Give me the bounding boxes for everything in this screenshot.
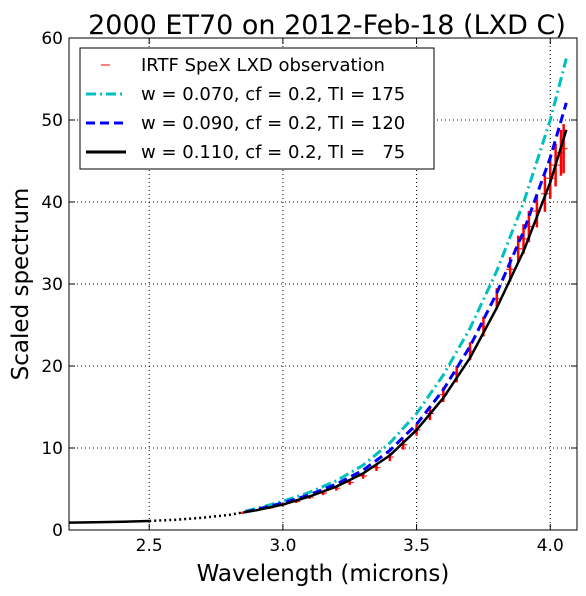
legend-label-series-1: w = 0.070, cf = 0.2, TI = 175 — [141, 84, 405, 105]
legend-label-observation: IRTF SpeX LXD observation — [141, 55, 385, 76]
series-1-line — [245, 58, 568, 513]
series-3-line — [245, 129, 568, 514]
x-tick-label: 2.5 — [136, 536, 163, 556]
legend-label-series-3: w = 0.110, cf = 0.2, TI = 75 — [141, 142, 405, 163]
legend-box — [79, 47, 435, 170]
y-tick-label: 40 — [41, 193, 63, 213]
chart-title: 2000 ET70 on 2012-Feb-18 (LXD C) — [88, 10, 566, 41]
y-tick-label: 0 — [52, 521, 63, 541]
y-tick-label: 50 — [41, 111, 63, 131]
y-tick-label: 30 — [41, 275, 63, 295]
legend: IRTF SpeX LXD observation w = 0.070, cf … — [79, 47, 435, 170]
tick-labels: 2.5 3.0 3.5 4.0 0 10 20 30 40 50 60 — [41, 29, 563, 556]
x-tick-label: 4.0 — [537, 536, 564, 556]
y-tick-label: 10 — [41, 439, 63, 459]
model-interpolation-dotted — [149, 510, 246, 523]
y-tick-label: 20 — [41, 357, 63, 377]
plot-area — [68, 58, 568, 524]
x-tick-label: 3.0 — [269, 536, 296, 556]
x-tick-label: 3.5 — [403, 536, 430, 556]
x-axis-label: Wavelength (microns) — [197, 561, 450, 587]
series-3-line-short-wavelength — [68, 519, 150, 524]
series-2-line — [245, 102, 568, 514]
y-axis-label: Scaled spectrum — [8, 188, 34, 381]
plot-frame — [68, 37, 578, 531]
y-tick-label: 60 — [41, 29, 63, 49]
legend-label-series-2: w = 0.090, cf = 0.2, TI = 120 — [141, 113, 405, 134]
